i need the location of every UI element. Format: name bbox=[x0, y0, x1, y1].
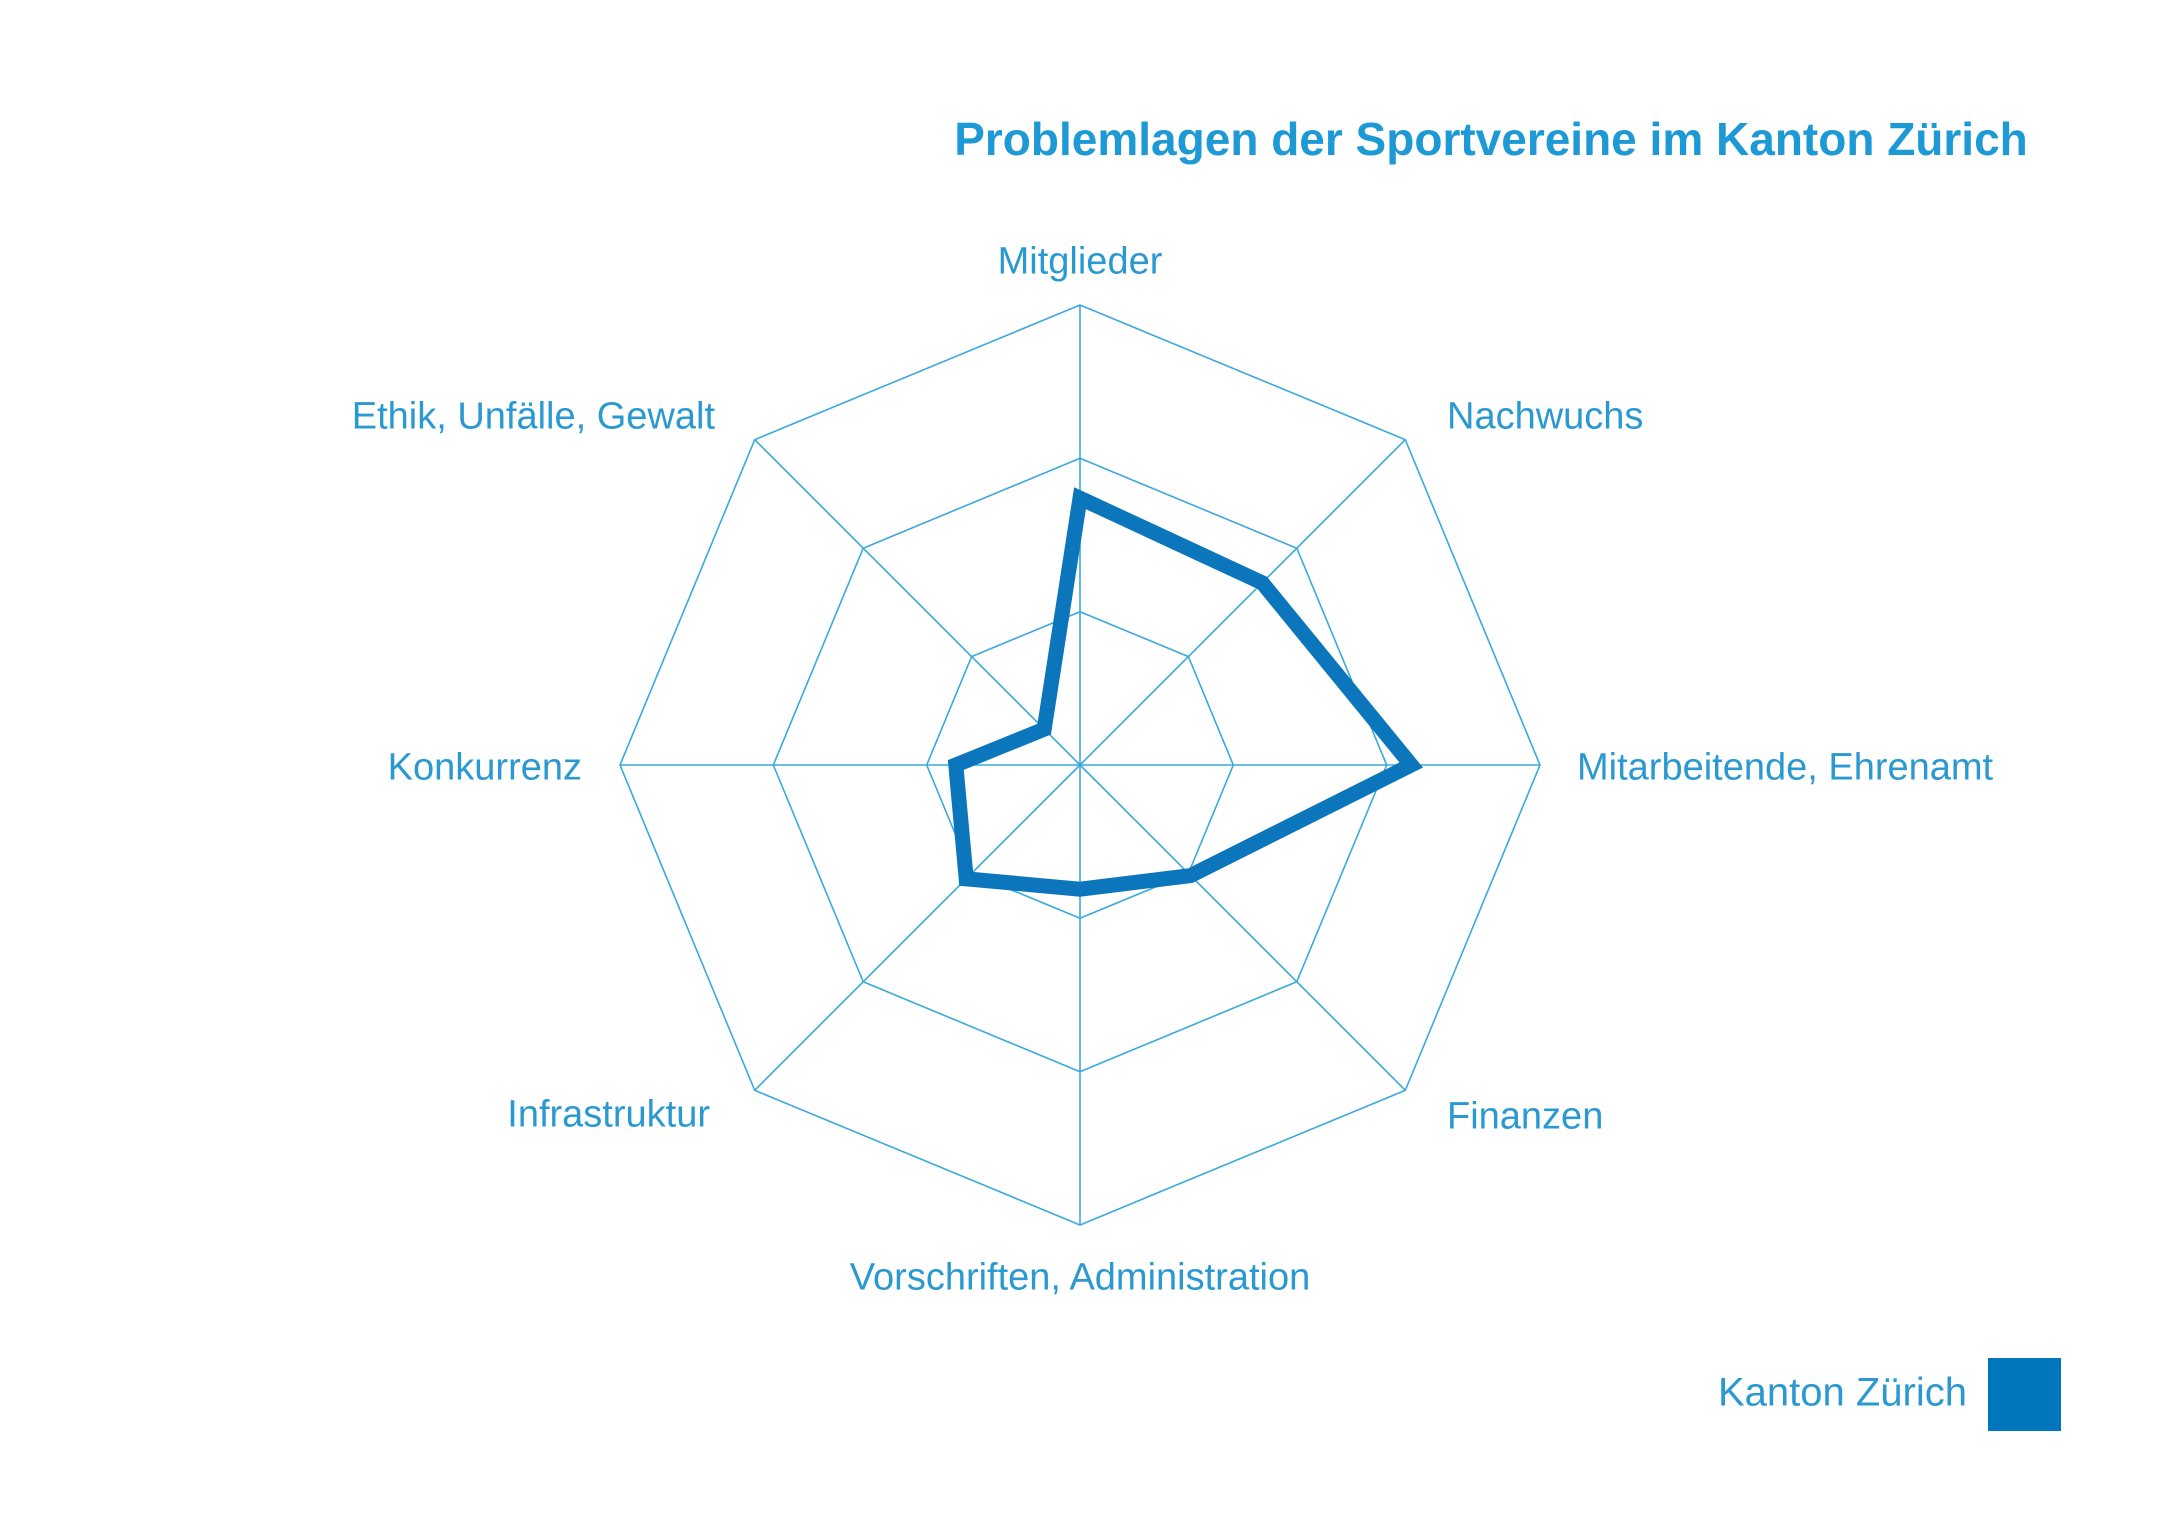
axis-label-finanzen: Finanzen bbox=[1447, 1095, 1604, 1138]
axis-spoke-7 bbox=[754, 439, 1081, 766]
axis-label-konkurrenz: Konkurrenz bbox=[387, 746, 582, 789]
axis-label-infrastruktur: Infrastruktur bbox=[507, 1093, 710, 1136]
chart-title: Problemlagen der Sportvereine im Kanton … bbox=[954, 112, 2028, 165]
axis-spoke-1 bbox=[1079, 439, 1406, 766]
axis-label-vorschriften-administration: Vorschriften, Administration bbox=[849, 1256, 1311, 1299]
data-polygon-kanton-zuerich bbox=[947, 487, 1423, 897]
axis-spoke-3 bbox=[1079, 764, 1406, 1091]
axis-label-ethik-unfaelle-gewalt: Ethik, Unfälle, Gewalt bbox=[351, 395, 715, 438]
axis-label-mitarbeitende-ehrenamt: Mitarbeitende, Ehrenamt bbox=[1577, 746, 1994, 789]
axis-label-mitglieder: Mitglieder bbox=[997, 240, 1163, 283]
axis-label-nachwuchs: Nachwuchs bbox=[1447, 395, 1644, 438]
axis-spoke-5 bbox=[754, 764, 1081, 1091]
